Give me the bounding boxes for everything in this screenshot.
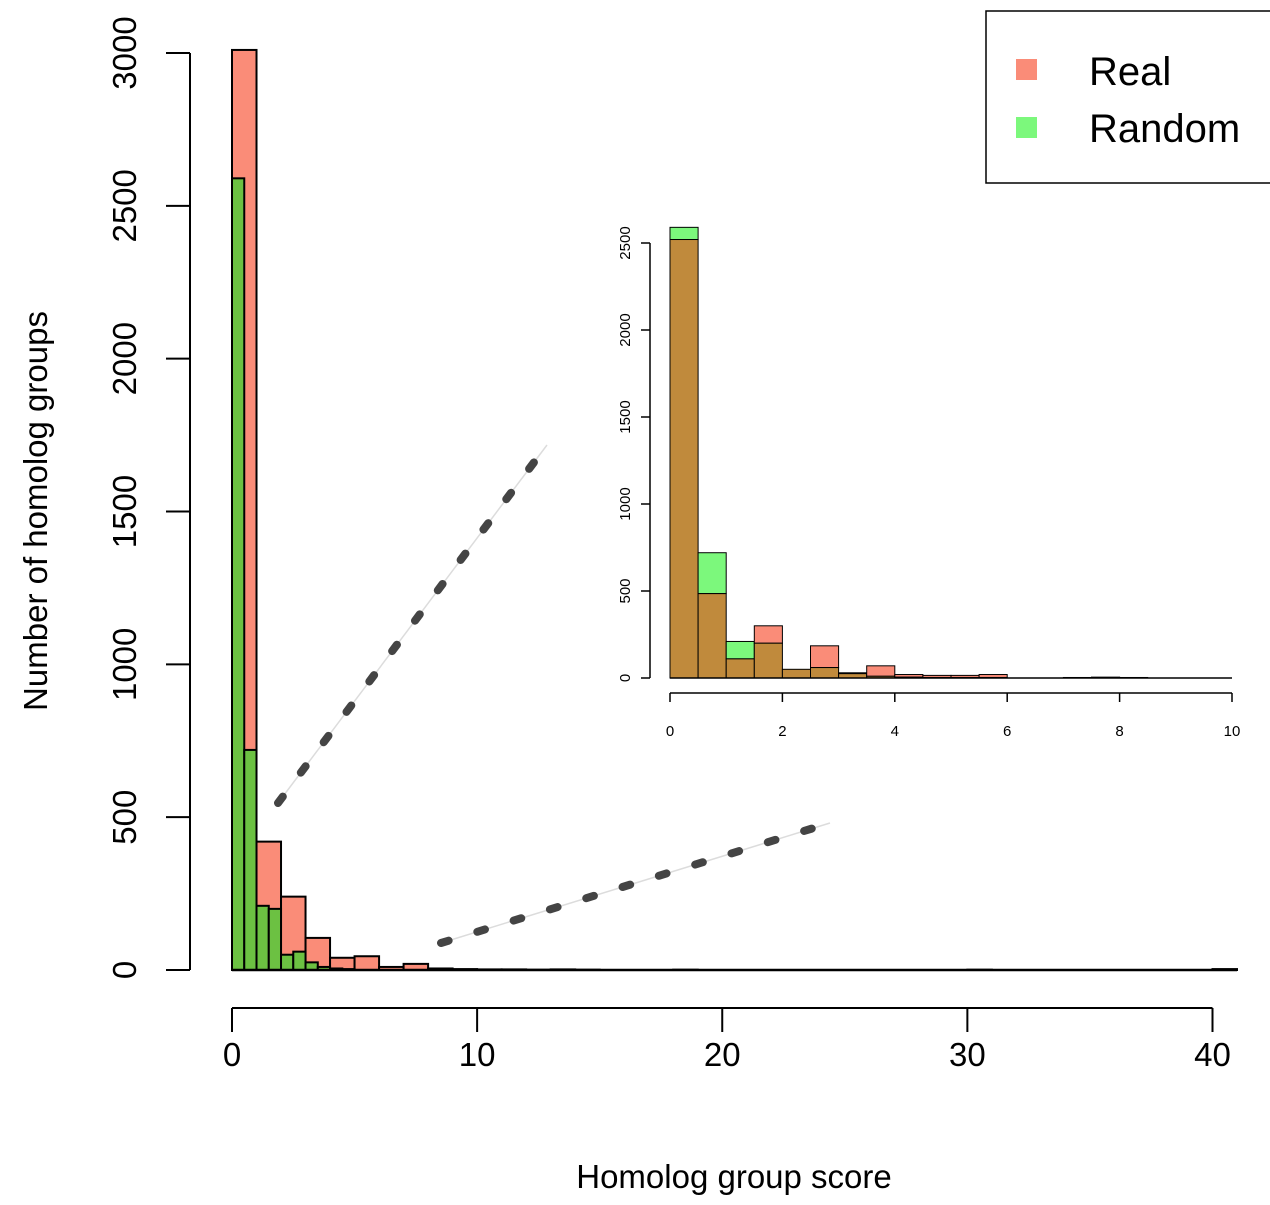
- y-axis-title: Number of homolog groups: [17, 311, 54, 711]
- inset-y-tick-label-2500: 2500: [617, 226, 634, 259]
- legend: Real Random: [986, 11, 1270, 183]
- y-tick-label-1000: 1000: [106, 628, 143, 701]
- inset-x-tick-label-2: 2: [778, 723, 786, 740]
- zoom-connector-lines: [278, 445, 830, 943]
- x-axis-title: Homolog group score: [576, 1158, 892, 1195]
- x-tick-label-10: 10: [459, 1036, 496, 1073]
- x-tick-label-0: 0: [223, 1036, 241, 1073]
- bar-random-1: [244, 750, 256, 970]
- inset-bar-top-1: [698, 553, 726, 594]
- bar-real-5: [355, 956, 380, 970]
- inset-bar-overlap-4: [782, 669, 810, 678]
- legend-label-random: Random: [1089, 107, 1240, 151]
- inset-x-tick-label-6: 6: [1003, 723, 1011, 740]
- inset-bar-overlap-3: [754, 643, 782, 678]
- inset-y-tick-label-2000: 2000: [617, 313, 634, 346]
- inset-bar-overlap-0: [670, 240, 698, 678]
- inset-x-tick-label-8: 8: [1115, 723, 1123, 740]
- bar-random-3: [269, 909, 281, 970]
- inset-y-tick-label-1000: 1000: [617, 487, 634, 520]
- inset-bar-top-2: [726, 641, 754, 658]
- inset-y-tick-label-1500: 1500: [617, 400, 634, 433]
- inset-bars: [670, 227, 1148, 678]
- y-tick-label-3000: 3000: [106, 16, 143, 89]
- inset-bar-overlap-5: [811, 668, 839, 678]
- bar-random-0: [232, 178, 244, 970]
- inset-x-tick-label-4: 4: [891, 723, 899, 740]
- bar-random-4: [281, 955, 293, 970]
- inset-x-tick-label-0: 0: [666, 723, 674, 740]
- inset-bar-top-7: [867, 666, 895, 676]
- x-tick-label-40: 40: [1194, 1036, 1231, 1073]
- y-tick-label-2000: 2000: [106, 322, 143, 395]
- main-bars-real: [232, 50, 1237, 970]
- inset-bar-top-3: [754, 626, 782, 643]
- bar-random-5: [293, 952, 305, 970]
- legend-box: [986, 11, 1270, 183]
- bar-random-2: [257, 906, 269, 970]
- inset-bar-overlap-2: [726, 659, 754, 678]
- y-tick-label-1500: 1500: [106, 475, 143, 548]
- y-tick-label-2500: 2500: [106, 169, 143, 242]
- legend-swatch-random: [1016, 117, 1037, 138]
- x-tick-label-30: 30: [949, 1036, 986, 1073]
- legend-label-real: Real: [1089, 50, 1171, 94]
- inset-bar-top-5: [811, 646, 839, 668]
- y-tick-label-0: 0: [106, 961, 143, 979]
- inset-y-tick-label-500: 500: [617, 578, 634, 603]
- inset-y-tick-label-0: 0: [617, 674, 634, 682]
- y-tick-label-500: 500: [106, 790, 143, 845]
- x-tick-label-20: 20: [704, 1036, 741, 1073]
- inset-bar-top-0: [670, 227, 698, 239]
- legend-swatch-real: [1016, 59, 1037, 80]
- inset-bar-overlap-1: [698, 594, 726, 678]
- inset-x-tick-label-10: 10: [1224, 723, 1241, 740]
